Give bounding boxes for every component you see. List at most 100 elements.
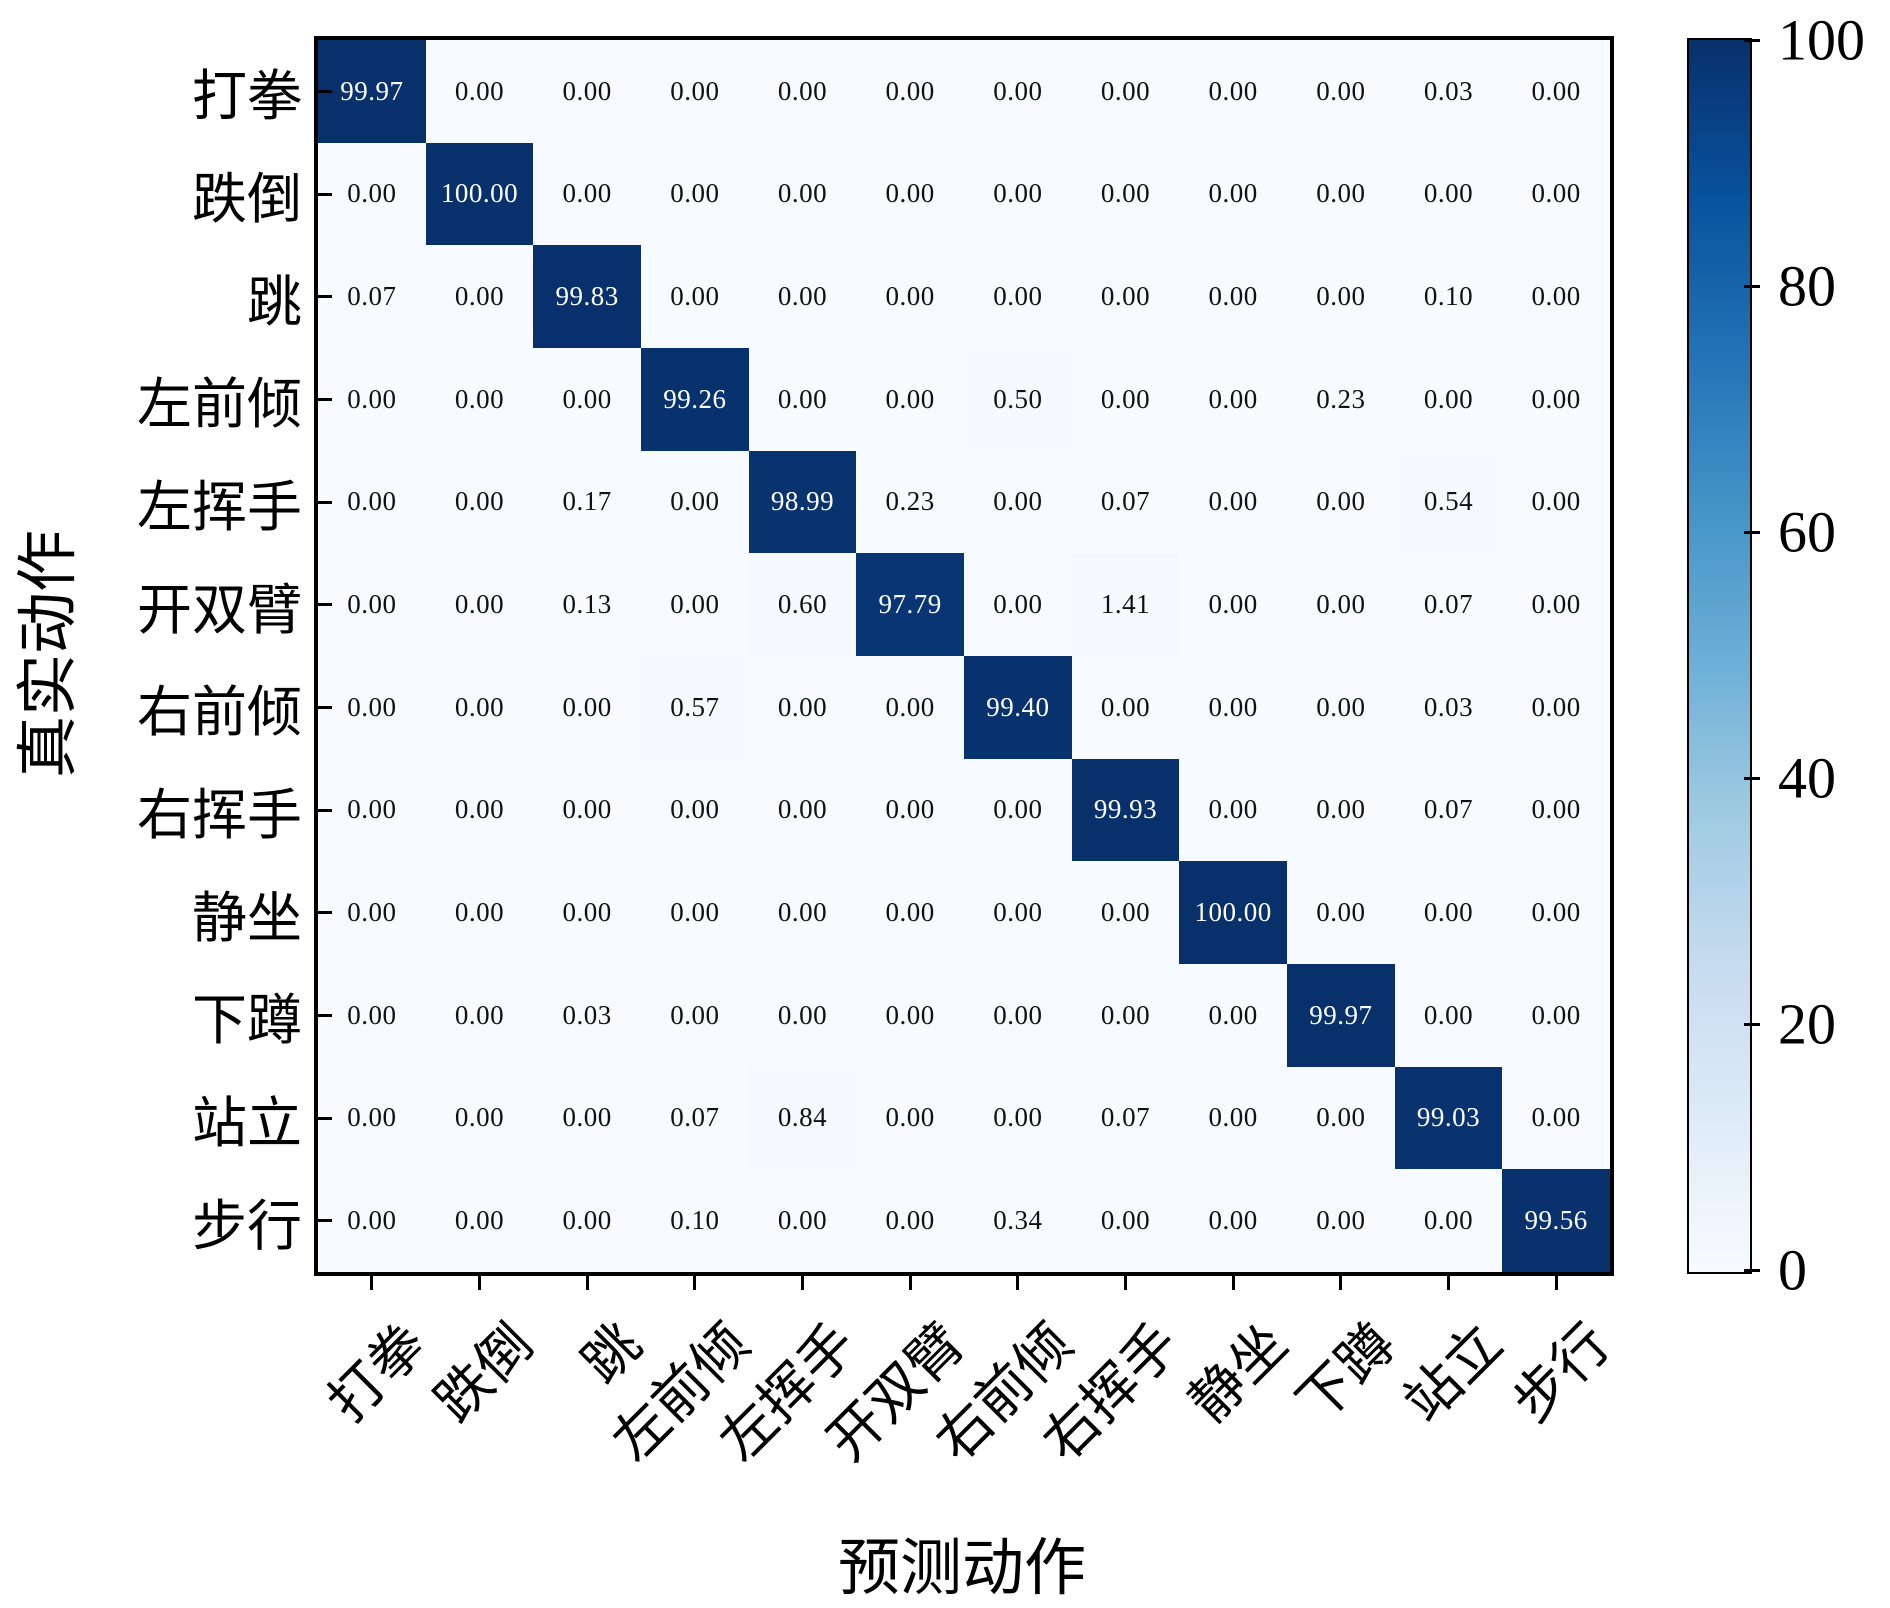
matrix-cell: 0.00 bbox=[856, 655, 964, 759]
matrix-cell: 1.41 bbox=[1071, 553, 1180, 656]
matrix-cell: 99.93 bbox=[1071, 758, 1180, 862]
matrix-cell: 0.00 bbox=[1071, 40, 1180, 143]
matrix-cell: 0.00 bbox=[748, 758, 857, 862]
matrix-cell: 0.00 bbox=[425, 450, 534, 554]
matrix-cell: 0.17 bbox=[533, 450, 641, 554]
x-axis-tick bbox=[1231, 1276, 1235, 1290]
matrix-cell: 0.23 bbox=[1286, 347, 1395, 451]
matrix-cell: 0.00 bbox=[533, 1169, 641, 1272]
colorbar-tick-label: 100 bbox=[1778, 7, 1865, 73]
matrix-cell: 0.10 bbox=[1394, 245, 1503, 348]
colorbar-tick-label: 20 bbox=[1778, 991, 1836, 1057]
matrix-cell: 0.00 bbox=[963, 758, 1072, 862]
matrix-cell: 0.00 bbox=[748, 963, 857, 1067]
x-axis-tick bbox=[1447, 1276, 1450, 1290]
y-tick-label: 开双臂 bbox=[136, 579, 302, 641]
y-tick-label: 跌倒 bbox=[191, 168, 302, 230]
matrix-cell: 0.00 bbox=[1502, 450, 1610, 554]
matrix-cell: 0.00 bbox=[856, 347, 964, 451]
x-axis-tick bbox=[1124, 1276, 1127, 1290]
colorbar-tick bbox=[1744, 38, 1760, 42]
matrix-cell: 0.00 bbox=[1179, 655, 1287, 759]
matrix-cell: 0.00 bbox=[640, 758, 749, 862]
matrix-cell: 0.34 bbox=[963, 1169, 1072, 1272]
matrix-cell: 0.07 bbox=[1071, 1066, 1180, 1170]
matrix-cell: 0.00 bbox=[425, 861, 534, 964]
colorbar-tick-label: 80 bbox=[1778, 253, 1836, 319]
matrix-cell: 0.00 bbox=[1394, 142, 1503, 246]
matrix-cell: 0.00 bbox=[1502, 655, 1610, 759]
matrix-cell: 0.00 bbox=[1286, 758, 1395, 862]
matrix-cell: 0.00 bbox=[748, 655, 857, 759]
matrix-cell: 0.00 bbox=[318, 553, 426, 656]
x-axis-tick bbox=[1016, 1276, 1020, 1290]
matrix-cell: 99.03 bbox=[1394, 1066, 1503, 1170]
y-tick-label: 站立 bbox=[191, 1092, 302, 1154]
matrix-cell: 0.00 bbox=[425, 245, 534, 348]
matrix-cell: 0.00 bbox=[318, 963, 426, 1067]
matrix-cell: 0.00 bbox=[425, 963, 534, 1067]
matrix-cell: 0.00 bbox=[533, 40, 641, 143]
matrix-cell: 0.00 bbox=[856, 142, 964, 246]
matrix-cell: 0.00 bbox=[963, 553, 1072, 656]
matrix-cell: 100.00 bbox=[1179, 861, 1287, 964]
x-tick-label: 站立 bbox=[1393, 1312, 1515, 1434]
y-axis-tick bbox=[318, 1116, 332, 1120]
matrix-cell: 0.00 bbox=[856, 245, 964, 348]
matrix-cell: 0.00 bbox=[640, 40, 749, 143]
colorbar-tick bbox=[1744, 776, 1760, 780]
y-axis-tick bbox=[318, 1219, 332, 1223]
x-axis-title: 预测动作 bbox=[837, 1535, 1087, 1603]
matrix-cell: 0.00 bbox=[748, 861, 857, 964]
matrix-cell: 0.00 bbox=[1071, 861, 1180, 964]
matrix-cell: 0.00 bbox=[1394, 347, 1503, 451]
y-tick-label: 步行 bbox=[191, 1195, 302, 1257]
matrix-cell: 0.00 bbox=[1179, 553, 1287, 656]
y-axis-tick bbox=[318, 295, 332, 299]
matrix-cell: 0.00 bbox=[425, 1169, 534, 1272]
colorbar-tick bbox=[1744, 1022, 1760, 1026]
matrix-cell: 0.00 bbox=[1179, 758, 1287, 862]
matrix-cell: 0.00 bbox=[1286, 142, 1395, 246]
matrix-cell: 0.00 bbox=[963, 963, 1072, 1067]
y-axis-tick bbox=[318, 705, 332, 709]
x-tick-label: 打拳 bbox=[316, 1312, 438, 1434]
y-axis-tick bbox=[318, 1013, 332, 1017]
matrix-cell: 0.00 bbox=[1502, 245, 1610, 348]
matrix-cell: 0.07 bbox=[318, 245, 426, 348]
y-axis-tick bbox=[318, 911, 332, 915]
y-axis-tick bbox=[318, 397, 332, 401]
matrix-cell: 0.00 bbox=[1179, 245, 1287, 348]
matrix-cell: 0.00 bbox=[963, 40, 1072, 143]
matrix-cell: 0.00 bbox=[963, 861, 1072, 964]
matrix-cell: 0.23 bbox=[856, 450, 964, 554]
x-axis-tick bbox=[693, 1276, 697, 1290]
x-axis-tick bbox=[478, 1276, 481, 1290]
matrix-cell: 0.00 bbox=[640, 861, 749, 964]
matrix-cell: 0.00 bbox=[640, 963, 749, 1067]
y-axis-title: 真实动作 bbox=[15, 529, 83, 779]
colorbar-tick bbox=[1744, 1268, 1760, 1272]
matrix-cell: 0.00 bbox=[1502, 553, 1610, 656]
matrix-cell: 0.00 bbox=[425, 553, 534, 656]
matrix-cell: 0.00 bbox=[1179, 142, 1287, 246]
matrix-cell: 0.00 bbox=[1179, 1169, 1287, 1272]
matrix-cell: 0.00 bbox=[963, 1066, 1072, 1170]
matrix-cell: 99.83 bbox=[533, 245, 641, 348]
matrix-cell: 0.00 bbox=[856, 1169, 964, 1272]
matrix-cell: 0.00 bbox=[748, 40, 857, 143]
colorbar-tick bbox=[1744, 530, 1760, 534]
matrix-cell: 0.00 bbox=[640, 142, 749, 246]
colorbar-tick-label: 60 bbox=[1778, 499, 1836, 565]
matrix-cell: 0.00 bbox=[1286, 245, 1395, 348]
matrix-cell: 0.00 bbox=[1179, 347, 1287, 451]
matrix-cell: 0.00 bbox=[533, 142, 641, 246]
matrix-cell: 0.00 bbox=[1179, 1066, 1287, 1170]
matrix-cell: 0.10 bbox=[640, 1169, 749, 1272]
y-tick-label: 下蹲 bbox=[191, 990, 302, 1052]
matrix-cell: 0.00 bbox=[318, 861, 426, 964]
matrix-cell: 97.79 bbox=[856, 553, 964, 656]
matrix-cell: 0.03 bbox=[1394, 40, 1503, 143]
matrix-cell: 0.00 bbox=[425, 40, 534, 143]
y-axis-tick bbox=[318, 603, 332, 607]
